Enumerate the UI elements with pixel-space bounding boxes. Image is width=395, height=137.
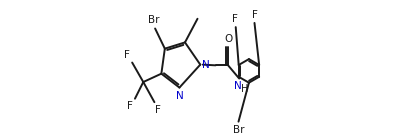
Text: F: F	[127, 101, 133, 111]
Text: N: N	[202, 60, 210, 70]
Text: O: O	[224, 34, 232, 44]
Text: H: H	[241, 84, 248, 94]
Text: F: F	[124, 50, 130, 60]
Text: F: F	[232, 14, 238, 24]
Text: N: N	[176, 91, 184, 101]
Text: F: F	[252, 10, 258, 20]
Text: N: N	[234, 81, 242, 91]
Text: Br: Br	[233, 125, 244, 135]
Text: Br: Br	[148, 15, 160, 25]
Text: F: F	[155, 105, 161, 115]
